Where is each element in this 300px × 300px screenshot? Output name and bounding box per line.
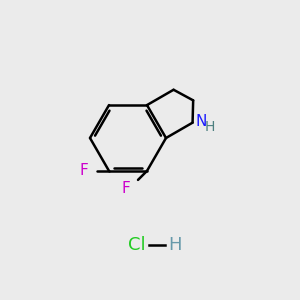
Text: F: F <box>121 182 130 196</box>
Text: H: H <box>205 120 215 134</box>
Text: F: F <box>79 164 88 178</box>
Text: H: H <box>168 236 182 254</box>
Text: N: N <box>196 114 207 129</box>
Text: Cl: Cl <box>128 236 146 254</box>
